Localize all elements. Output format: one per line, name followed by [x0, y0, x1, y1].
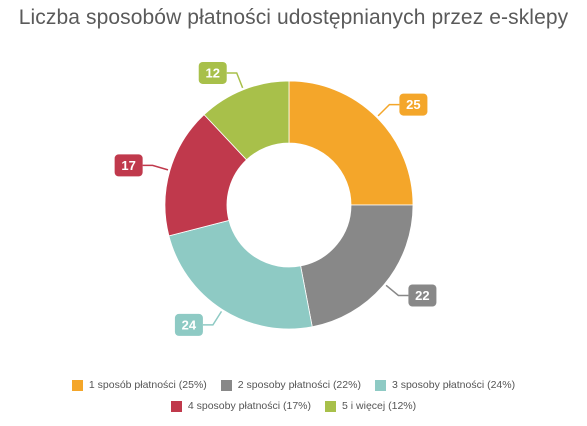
data-label-3: 24 — [182, 317, 197, 332]
legend-label-2: 2 sposoby płatności (22%) — [237, 379, 361, 391]
data-label-1: 25 — [406, 97, 420, 112]
donut-slice-1[interactable] — [288, 80, 414, 206]
legend-row-2: 4 sposoby płatności (17%) 5 i więcej (12… — [0, 400, 587, 412]
data-label-4: 17 — [121, 158, 135, 173]
legend-row-1: 1 sposób płatności (25%) 2 sposoby płatn… — [0, 379, 587, 391]
legend-item-1[interactable]: 1 sposób płatności (25%) — [71, 379, 207, 391]
legend-item-2[interactable]: 2 sposoby płatności (22%) — [220, 379, 361, 391]
legend-swatch-3 — [374, 379, 386, 391]
donut-slice-5[interactable] — [203, 80, 290, 161]
legend-label-5: 5 i więcej (12%) — [342, 400, 417, 412]
callout-line-1 — [377, 103, 400, 117]
legend-label-3: 3 sposoby płatności (24%) — [391, 379, 516, 391]
data-label-box-2 — [408, 284, 437, 307]
legend-item-5[interactable]: 5 i więcej (12%) — [325, 400, 416, 412]
callout-line-2 — [385, 284, 409, 297]
legend-swatch-2 — [220, 379, 232, 391]
data-label-box-5 — [198, 61, 227, 84]
data-label-2: 22 — [415, 288, 429, 303]
callout-line-5 — [226, 72, 244, 89]
legend-label-4: 4 sposoby płatności (17%) — [187, 400, 312, 412]
legend-swatch-5 — [325, 400, 337, 412]
callout-line-4 — [142, 164, 169, 171]
chart-title: Liczba sposobów płatności udostępnianych… — [18, 6, 569, 29]
data-label-box-4 — [114, 154, 143, 177]
data-label-box-1 — [399, 93, 428, 116]
data-label-box-3 — [174, 313, 203, 336]
donut-slice-2[interactable] — [300, 204, 414, 328]
callout-line-3 — [202, 310, 223, 326]
legend-item-3[interactable]: 3 sposoby płatności (24%) — [374, 379, 516, 391]
legend-swatch-1 — [71, 379, 83, 391]
donut-slice-3[interactable] — [168, 219, 313, 330]
legend-swatch-4 — [170, 400, 182, 412]
legend-item-4[interactable]: 4 sposoby płatności (17%) — [170, 400, 312, 412]
legend-label-1: 1 sposób płatności (25%) — [88, 379, 207, 391]
data-label-5: 12 — [205, 65, 219, 80]
